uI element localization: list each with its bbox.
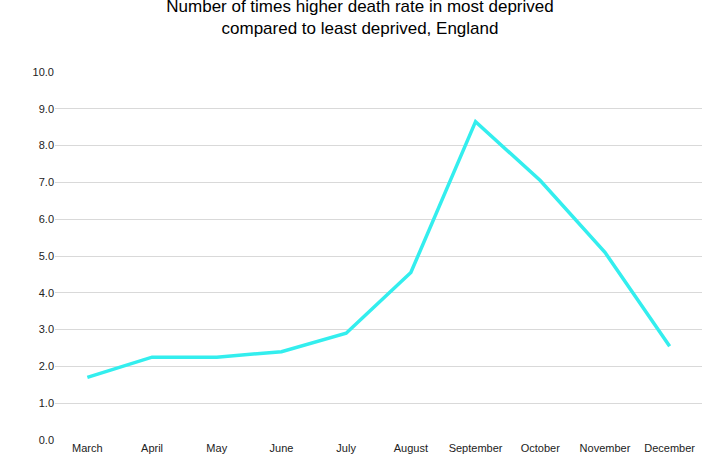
svg-text:November: November xyxy=(580,442,631,454)
svg-text:May: May xyxy=(206,442,227,454)
svg-text:4.0: 4.0 xyxy=(39,287,54,299)
svg-text:1.0: 1.0 xyxy=(39,397,54,409)
svg-text:8.0: 8.0 xyxy=(39,139,54,151)
svg-text:July: July xyxy=(336,442,356,454)
svg-text:April: April xyxy=(141,442,163,454)
svg-text:2.0: 2.0 xyxy=(39,360,54,372)
svg-text:3.0: 3.0 xyxy=(39,323,54,335)
svg-text:10.0: 10.0 xyxy=(33,66,54,78)
svg-text:6.0: 6.0 xyxy=(39,213,54,225)
svg-text:December: December xyxy=(644,442,695,454)
svg-text:Number of times higher death r: Number of times higher death rate in mos… xyxy=(166,0,553,38)
svg-text:August: August xyxy=(394,442,428,454)
svg-text:7.0: 7.0 xyxy=(39,176,54,188)
svg-text:5.0: 5.0 xyxy=(39,250,54,262)
svg-text:October: October xyxy=(521,442,560,454)
svg-text:June: June xyxy=(270,442,294,454)
svg-text:September: September xyxy=(449,442,503,454)
svg-text:9.0: 9.0 xyxy=(39,103,54,115)
svg-text:March: March xyxy=(72,442,103,454)
svg-text:0.0: 0.0 xyxy=(39,434,54,446)
